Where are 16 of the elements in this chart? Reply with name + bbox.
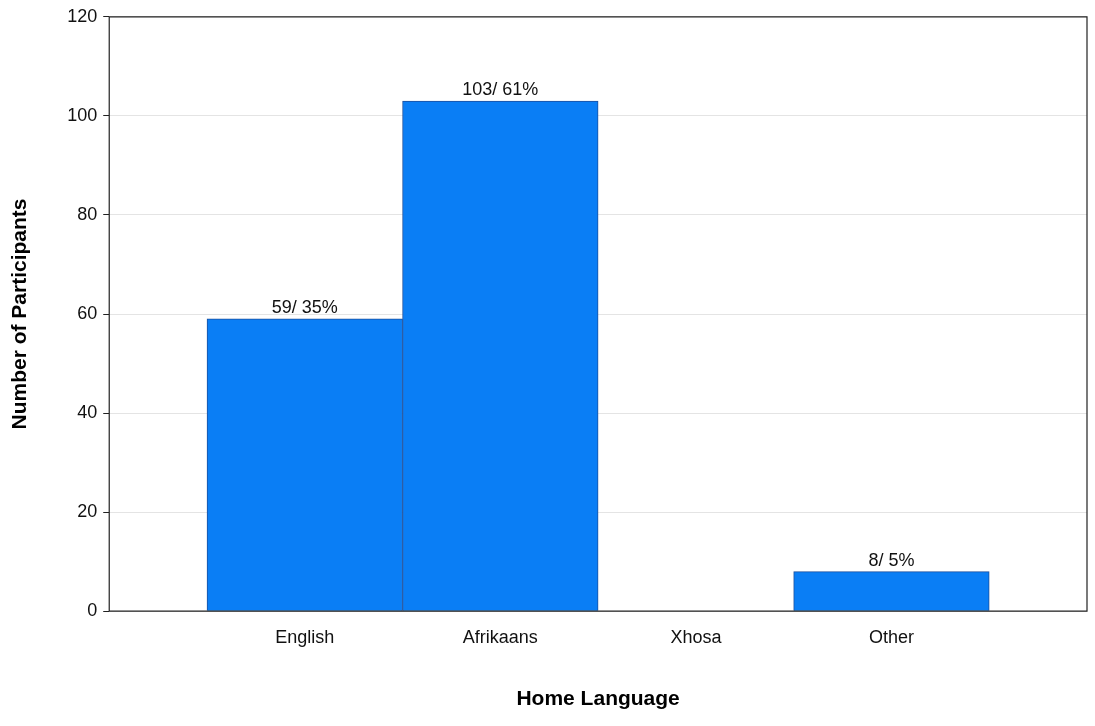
y-tick-label: 0 [87, 600, 98, 621]
y-axis-title: Number of Participants [7, 198, 31, 430]
x-axis-title: Home Language [516, 686, 680, 710]
x-tick-label: Xhosa [670, 626, 723, 647]
data-label: 59/ 35% [271, 296, 338, 317]
y-tick-label: 40 [77, 402, 98, 423]
y-tick-label: 100 [67, 104, 98, 125]
x-tick-label: Other [868, 626, 914, 647]
y-tick-label: 60 [77, 302, 98, 323]
x-tick-label: English [275, 626, 335, 647]
y-tick-label: 120 [67, 5, 98, 26]
data-label: 8/ 5% [868, 549, 915, 570]
data-label: 103/ 61% [462, 78, 539, 99]
y-tick-label: 80 [77, 203, 98, 224]
x-tick-label: Afrikaans [462, 626, 538, 647]
y-tick-label: 20 [77, 501, 98, 522]
